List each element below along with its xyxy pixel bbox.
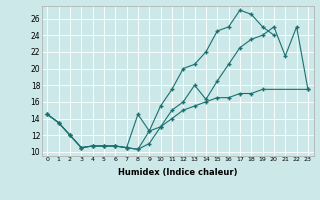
- X-axis label: Humidex (Indice chaleur): Humidex (Indice chaleur): [118, 168, 237, 177]
